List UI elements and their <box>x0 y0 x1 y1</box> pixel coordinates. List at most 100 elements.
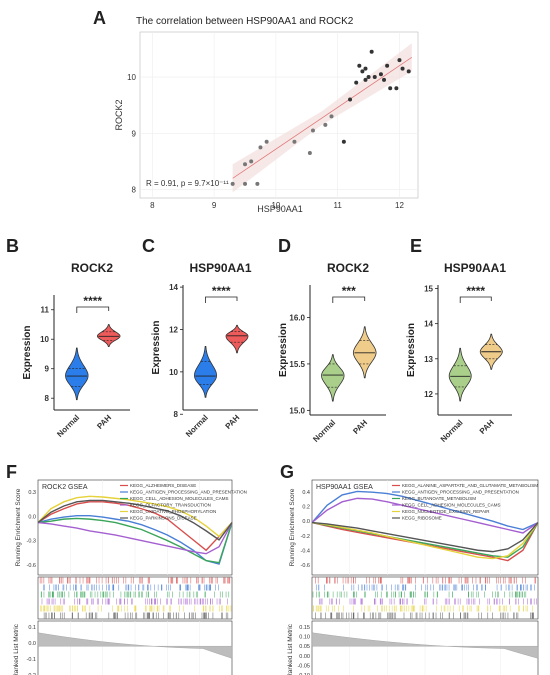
scatter-x-tick-label: 10 <box>271 201 280 210</box>
scatter-y-tick-label: 10 <box>127 73 136 82</box>
scatter-point <box>307 150 312 155</box>
violin-shape <box>448 347 472 402</box>
gsea-metric-tick-label: 0.05 <box>299 644 310 650</box>
scatter-point <box>243 181 248 186</box>
gsea-es-curve <box>37 501 233 552</box>
panel-letter-b: B <box>6 236 19 256</box>
gsea-metric-tick-label: -0.2 <box>27 673 36 675</box>
gsea-legend-label: KEGG_CELL_ADHESION_MOLECULES_CAMS <box>402 503 501 508</box>
violin-y-tick-label: 15.5 <box>289 360 305 369</box>
violin-shape <box>65 347 89 401</box>
panel-letter-a: A <box>93 8 106 28</box>
scatter-y-tick-label: 8 <box>132 186 137 195</box>
panel-letter-f: F <box>6 462 17 482</box>
gsea-es-curve <box>311 521 539 560</box>
scatter-x-tick-label: 9 <box>212 201 217 210</box>
significance-bracket <box>205 296 238 303</box>
gsea-es-tick-label: 0.2 <box>302 505 310 511</box>
violin-panel: HSP90AA1 Expression 8 10 12 14 Normal PAH **** <box>151 261 258 439</box>
gsea-es-curve <box>311 497 539 534</box>
scatter-point <box>369 49 374 54</box>
significance-bracket <box>76 306 110 313</box>
violin-y-tick-label: 14 <box>424 320 433 329</box>
gsea-legend-label: KEGG_BUTANOATE_METABOLISM <box>402 496 476 501</box>
violin-shape <box>225 324 249 354</box>
gsea-title: ROCK2 GSEA <box>42 484 88 491</box>
significance-label: **** <box>212 284 231 298</box>
violin-category-label: PAH <box>224 413 242 431</box>
panel-letter-c: C <box>142 236 155 256</box>
significance-label: **** <box>466 284 485 298</box>
gsea-es-tick-label: 0.4 <box>302 490 310 496</box>
gsea-metric-y-label: Ranked List Metric <box>287 623 294 675</box>
gsea-legend-label: KEGG_RIBOSOME <box>402 516 442 521</box>
panel-letter-g: G <box>280 462 294 482</box>
scatter-point <box>329 114 334 119</box>
gsea-metric-tick-label: 0.10 <box>299 635 310 641</box>
scatter-point <box>249 159 254 164</box>
gsea-title: HSP90AA1 GSEA <box>316 484 373 491</box>
violin-y-tick-label: 13 <box>424 355 433 364</box>
violin-title: ROCK2 <box>71 261 113 275</box>
scatter-point <box>360 69 365 74</box>
scatter-point <box>310 128 315 133</box>
scatter-point <box>357 63 362 68</box>
gsea-es-curve <box>311 490 539 531</box>
gsea-es-curve <box>311 521 539 553</box>
violin-y-tick-label: 14 <box>169 283 178 292</box>
significance-label: *** <box>342 284 356 298</box>
gsea-legend-label: KEGG_ANTIGEN_PROCESSING_AND_PRESENTATION <box>402 490 519 495</box>
violin-y-tick-label: 12 <box>424 390 433 399</box>
gsea-metric-tick-label: 0.15 <box>299 625 310 631</box>
gsea-legend-label: KEGG_CELL_ADHESION_MOLECULES_CAMS <box>130 496 229 501</box>
violin-y-label: Expression <box>151 321 162 375</box>
violin-shape <box>194 346 217 398</box>
gsea-metric-tick-label: -0.10 <box>297 673 310 675</box>
gsea-ranked-metric-area <box>37 632 233 659</box>
violin-panel: HSP90AA1 Expression 12 13 14 15 Normal PAH **** <box>406 261 512 444</box>
scatter-panel: The correlation between HSP90AA1 and ROC… <box>114 16 419 214</box>
violin-category-label: Normal <box>439 418 465 444</box>
scatter-fit-line <box>232 56 413 179</box>
violin-y-label: Expression <box>406 323 417 377</box>
scatter-point <box>354 80 359 85</box>
gsea-hits-frame <box>37 576 233 620</box>
violin-y-tick-label: 10 <box>169 368 178 377</box>
gsea-es-curve <box>37 514 233 565</box>
violin-panel: ROCK2 Expression 15.0 15.5 16.0 Normal PAH *** <box>278 261 386 444</box>
scatter-point <box>397 58 402 63</box>
gsea-legend-label: KEGG_ANTIGEN_PROCESSING_AND_PRESENTATION <box>130 490 247 495</box>
scatter-point <box>394 86 399 91</box>
violin-y-tick-label: 15.0 <box>289 406 305 415</box>
scatter-point <box>378 72 383 77</box>
scatter-point <box>400 66 405 71</box>
gsea-es-tick-label: 0.0 <box>302 519 310 525</box>
gsea-es-curve <box>37 517 233 564</box>
gsea-es-tick-label: -0.6 <box>27 563 36 569</box>
scatter-point <box>406 69 411 74</box>
violin-y-tick-label: 12 <box>169 325 178 334</box>
scatter-point <box>258 145 263 150</box>
gsea-es-curve <box>37 521 233 555</box>
panel-letter-d: D <box>278 236 291 256</box>
scatter-point <box>230 181 235 186</box>
gsea-panel: ROCK2 GSEA 0.3 0.0 -0.3 -0.6 0.1 0.0 -0.1 -0.2 Ru… <box>13 479 247 675</box>
gsea-hits-frame <box>311 576 539 620</box>
violin-category-label: Normal <box>311 418 337 444</box>
scatter-point <box>385 63 390 68</box>
gsea-es-curve <box>37 499 233 541</box>
gsea-es-tick-label: -0.6 <box>301 563 310 569</box>
gsea-legend-label: KEGG_PARKINSONS_DISEASE <box>130 516 197 521</box>
violin-category-label: PAH <box>351 418 369 436</box>
violin-category-label: Normal <box>55 413 81 439</box>
significance-bracket <box>332 296 366 303</box>
violin-y-tick-label: 8 <box>174 410 179 419</box>
gsea-legend-label: KEGG_ALZHEIMERS_DISEASE <box>130 483 196 488</box>
scatter-point <box>264 139 269 144</box>
gsea-es-curve <box>37 495 233 538</box>
gsea-metric-tick-label: 0.1 <box>28 625 36 631</box>
gsea-legend-label: KEGG_OXIDATIVE_PHOSPHORYLATION <box>130 509 216 514</box>
violin-y-tick-label: 8 <box>45 394 50 403</box>
gsea-metric-tick-label: -0.1 <box>27 657 36 663</box>
